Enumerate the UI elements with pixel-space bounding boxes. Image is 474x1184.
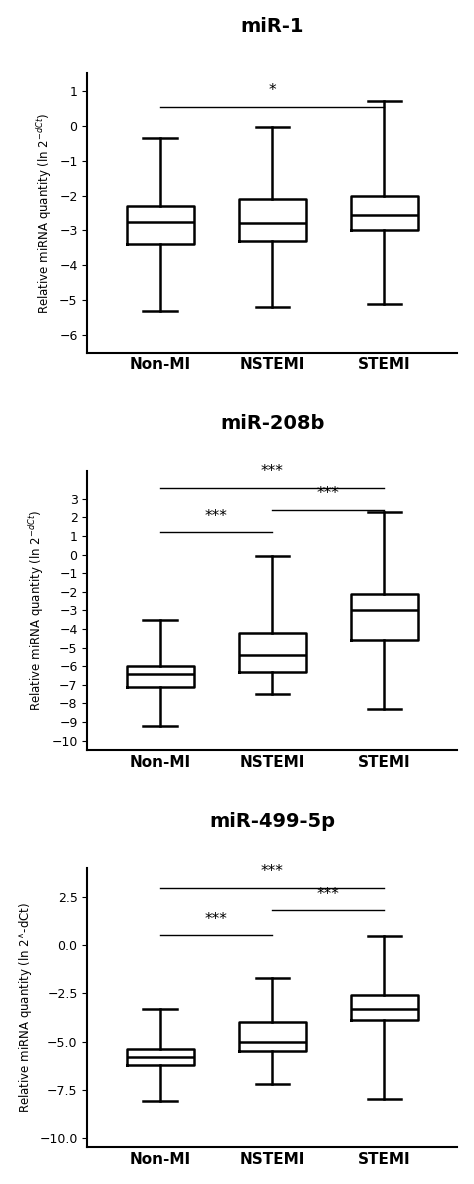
Text: ***: *** (317, 887, 340, 902)
Title: miR-499-5p: miR-499-5p (210, 811, 335, 830)
Text: ***: *** (261, 464, 284, 480)
Text: ***: *** (261, 864, 284, 880)
Text: ***: *** (317, 487, 340, 502)
Text: ***: *** (205, 912, 228, 927)
Y-axis label: Relative miRNA quantity (ln 2$^{\wedge}$-dCt): Relative miRNA quantity (ln 2$^{\wedge}$… (17, 902, 34, 1113)
Title: miR-208b: miR-208b (220, 414, 325, 433)
Text: *: * (268, 83, 276, 98)
Y-axis label: Relative miRNA quantity (ln 2$^{-dCt}$): Relative miRNA quantity (ln 2$^{-dCt}$) (35, 112, 54, 314)
Title: miR-1: miR-1 (241, 17, 304, 36)
Y-axis label: Relative miRNA quantity (ln 2$^{-dCt}$): Relative miRNA quantity (ln 2$^{-dCt}$) (27, 509, 46, 712)
Text: ***: *** (205, 509, 228, 523)
